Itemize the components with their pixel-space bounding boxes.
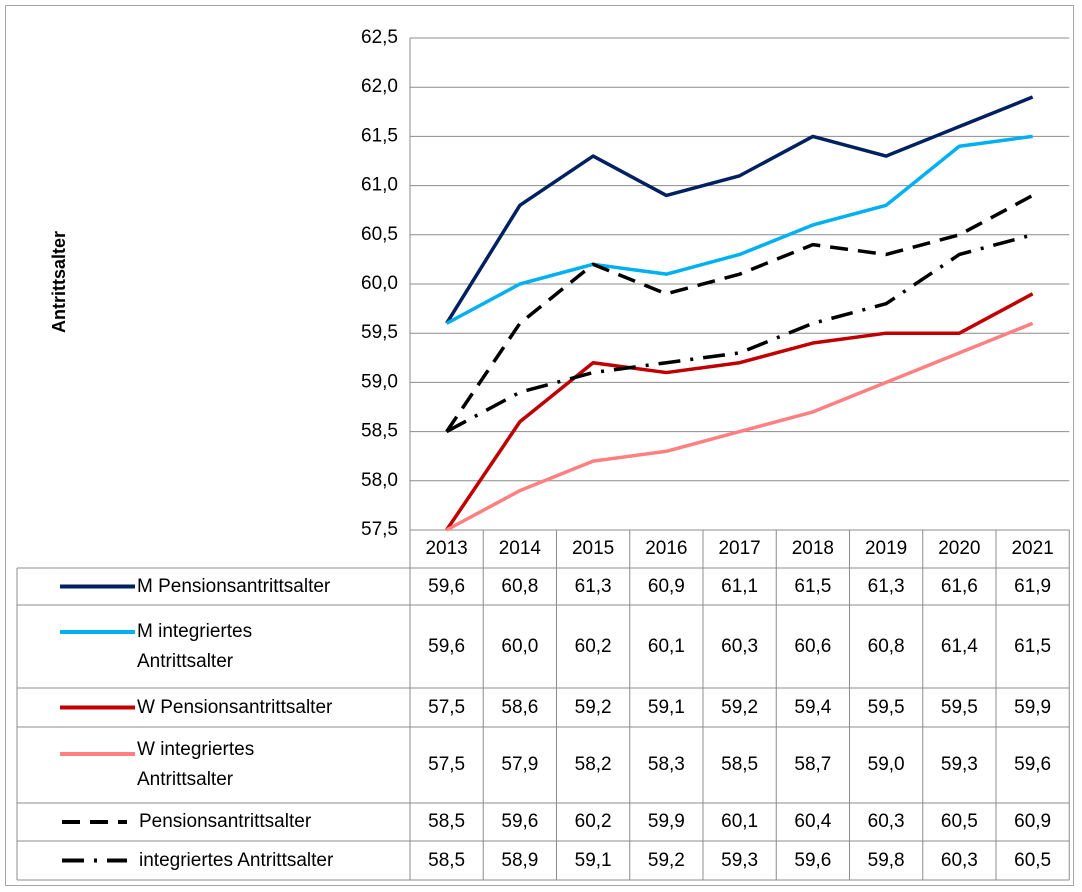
table-value: 59,6 (501, 811, 539, 832)
table-value: 59,4 (794, 696, 832, 718)
table-value: 59,5 (867, 696, 905, 718)
table-value: 61,5 (794, 575, 832, 597)
y-tick-label: 57,5 (361, 519, 398, 540)
legend-label: M Pensionsantrittsalter (137, 575, 331, 597)
x-tick-label: 2015 (571, 538, 615, 559)
table-value: 59,8 (867, 849, 905, 871)
y-tick-label: 62,0 (361, 76, 398, 97)
table-value: 59,2 (574, 696, 612, 718)
series-line (445, 292, 1034, 531)
table-value: 57,5 (428, 754, 466, 775)
table-value: 59,6 (794, 849, 832, 871)
series-line (445, 193, 1034, 433)
table-value: 60,2 (574, 635, 612, 657)
table-value: 58,5 (428, 849, 466, 871)
series-line (445, 233, 1034, 434)
table-value: 61,3 (867, 575, 905, 597)
table-value: 60,5 (1014, 849, 1052, 871)
series-line (445, 134, 1033, 325)
x-tick-label: 2018 (791, 538, 835, 559)
table-value: 59,1 (647, 696, 685, 718)
table-value: 61,3 (574, 575, 612, 597)
table-value: 61,9 (1014, 575, 1052, 597)
table-value: 59,5 (940, 696, 978, 718)
legend-label: M integriertes Antrittsalter (137, 620, 253, 672)
y-tick-label: 58,0 (361, 470, 398, 491)
table-value: 59,6 (428, 635, 466, 657)
y-tick-label: 58,5 (361, 421, 398, 442)
x-tick-label: 2013 (425, 538, 468, 559)
x-tick-label: 2016 (645, 538, 688, 559)
table-value: 60,5 (940, 811, 978, 832)
table-value: 59,2 (721, 696, 759, 718)
x-tick-label: 2020 (938, 538, 981, 559)
table-value: 60,3 (867, 811, 905, 832)
table-value: 60,9 (1014, 811, 1052, 832)
y-tick-label: 60,5 (361, 224, 398, 245)
table-value: 58,5 (721, 754, 759, 775)
table-value: 58,7 (794, 754, 832, 775)
y-tick-label: 61,5 (361, 125, 398, 146)
table-value: 60,4 (794, 811, 832, 832)
table-value: 61,6 (940, 575, 978, 597)
table-value: 60,2 (574, 811, 612, 832)
x-tick-label: 2017 (718, 538, 761, 559)
y-axis-title: Antrittsalter (49, 231, 69, 333)
table-value: 59,1 (574, 849, 612, 871)
table-value: 59,9 (647, 811, 685, 832)
table-value: 59,0 (867, 754, 905, 775)
table-value: 59,9 (1014, 696, 1052, 718)
table-value: 59,6 (428, 575, 466, 597)
table-value: 59,3 (940, 754, 978, 775)
table-value: 60,6 (794, 635, 832, 657)
legend-label: integriertes Antrittsalter (139, 849, 334, 871)
y-tick-label: 61,0 (361, 175, 398, 196)
x-tick-label: 2019 (864, 538, 908, 559)
table-value: 58,9 (501, 849, 539, 871)
table-value: 61,1 (721, 575, 759, 597)
table-value: 58,5 (428, 811, 466, 832)
table-value: 58,6 (501, 696, 539, 718)
table-value: 59,2 (647, 849, 685, 871)
x-tick-label: 2014 (498, 538, 542, 559)
table-value: 60,3 (940, 849, 978, 871)
table-value: 58,2 (574, 754, 612, 775)
y-tick-label: 62,5 (361, 27, 398, 48)
table-value: 61,4 (940, 635, 978, 657)
table-value: 60,0 (501, 635, 539, 657)
series-line (445, 321, 1034, 532)
y-tick-label: 60,0 (361, 273, 398, 294)
y-tick-label: 59,5 (361, 322, 398, 343)
y-tick-label: 59,0 (361, 371, 398, 392)
table-value: 60,1 (721, 811, 759, 832)
series-line (445, 95, 1034, 325)
table-value: 57,9 (501, 754, 539, 775)
table-value: 59,6 (1014, 754, 1052, 775)
legend-label: W Pensionsantrittsalter (137, 696, 333, 718)
x-tick-label: 2021 (1011, 538, 1054, 559)
table-value: 60,1 (647, 635, 685, 657)
table-value: 61,5 (1014, 635, 1052, 657)
legend-label: W integriertes Antrittsalter (137, 739, 255, 790)
table-value: 60,8 (501, 575, 539, 597)
table-value: 57,5 (428, 696, 466, 718)
table-value: 60,9 (647, 575, 685, 597)
legend-label: Pensionsantrittsalter (139, 811, 312, 832)
table-value: 60,3 (721, 635, 759, 657)
table-value: 58,3 (647, 754, 685, 775)
table-value: 59,3 (721, 849, 759, 871)
table-value: 60,8 (867, 635, 905, 657)
